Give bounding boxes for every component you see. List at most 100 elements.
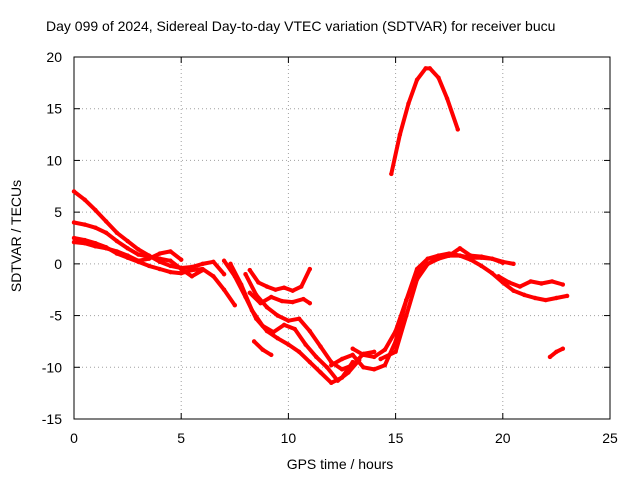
data-point [93, 207, 98, 213]
chart-title: Day 099 of 2024, Sidereal Day-to-day VTE… [46, 18, 556, 34]
data-point [271, 329, 276, 335]
data-point [371, 354, 377, 360]
series-line-s13 [378, 253, 570, 361]
data-point [125, 238, 130, 244]
data-point [211, 274, 216, 279]
data-point [179, 270, 184, 276]
data-point [479, 263, 484, 269]
data-point [103, 246, 109, 251]
data-point [414, 77, 420, 82]
data-point [168, 258, 173, 263]
data-point [318, 344, 323, 349]
data-point [393, 328, 398, 334]
data-point [489, 270, 495, 276]
data-point [125, 253, 130, 258]
data-point [335, 378, 340, 383]
data-point [361, 365, 366, 370]
y-tick-label: -5 [50, 308, 63, 324]
data-point [168, 269, 173, 275]
data-point [82, 240, 87, 246]
y-tick-label: 5 [54, 204, 62, 220]
data-point [455, 127, 460, 132]
data-point [564, 293, 570, 299]
data-point [286, 342, 291, 347]
data-point [273, 287, 278, 292]
data-point [457, 246, 463, 251]
data-point [146, 263, 152, 269]
data-point [125, 246, 130, 251]
data-point [290, 288, 295, 293]
data-point [496, 274, 501, 279]
data-point [82, 222, 87, 227]
data-point [339, 367, 345, 372]
x-tick-label: 25 [602, 430, 618, 446]
data-point [211, 259, 216, 264]
data-point [279, 298, 285, 304]
data-point [547, 354, 553, 360]
data-point [82, 197, 87, 202]
data-point [243, 272, 248, 277]
data-point [447, 253, 452, 258]
data-point [414, 266, 420, 272]
data-point [543, 297, 548, 303]
data-point [260, 323, 265, 329]
data-point [307, 266, 313, 272]
data-point [286, 318, 291, 323]
data-point [275, 336, 280, 341]
data-point [168, 263, 173, 269]
data-point [371, 349, 377, 354]
data-point [296, 349, 302, 354]
data-point [382, 347, 388, 352]
data-point [425, 256, 430, 261]
data-point [511, 288, 516, 293]
data-point [249, 308, 255, 313]
data-point [296, 316, 302, 321]
data-point [444, 96, 450, 101]
data-point [281, 322, 287, 328]
data-point [157, 266, 162, 272]
data-point [318, 370, 323, 375]
data-point [114, 230, 120, 236]
series-group [71, 66, 570, 385]
data-point [436, 256, 441, 261]
data-point [71, 189, 77, 194]
data-point [189, 267, 195, 273]
series-line-s3 [72, 236, 237, 308]
data-point [307, 359, 313, 365]
data-point [457, 253, 463, 258]
x-tick-label: 0 [70, 430, 78, 446]
data-point [500, 259, 505, 264]
data-point [301, 296, 306, 302]
data-point [179, 266, 184, 272]
data-point [378, 356, 383, 362]
data-point [269, 294, 274, 300]
data-point [136, 247, 141, 252]
data-point [264, 284, 270, 289]
series-line-s12 [350, 246, 516, 359]
data-point [560, 282, 566, 287]
data-point [406, 101, 411, 106]
data-point [71, 235, 77, 241]
plot-frame [73, 56, 611, 420]
data-point [168, 249, 173, 254]
data-point [423, 66, 428, 71]
data-point [307, 300, 313, 306]
data-point [281, 285, 287, 290]
data-point [436, 75, 441, 80]
data-point [549, 279, 555, 284]
data-point [329, 380, 334, 385]
data-point [179, 257, 184, 262]
data-point [324, 365, 330, 370]
data-point [200, 261, 205, 267]
data-point [350, 363, 355, 368]
data-point [560, 346, 566, 351]
series-line-s1 [72, 189, 227, 277]
data-point [292, 326, 298, 332]
data-point [71, 239, 77, 245]
data-point [200, 266, 205, 272]
data-point [361, 352, 366, 358]
data-point [251, 339, 257, 344]
data-point [247, 290, 253, 296]
data-point [93, 244, 98, 249]
data-point [275, 313, 280, 318]
